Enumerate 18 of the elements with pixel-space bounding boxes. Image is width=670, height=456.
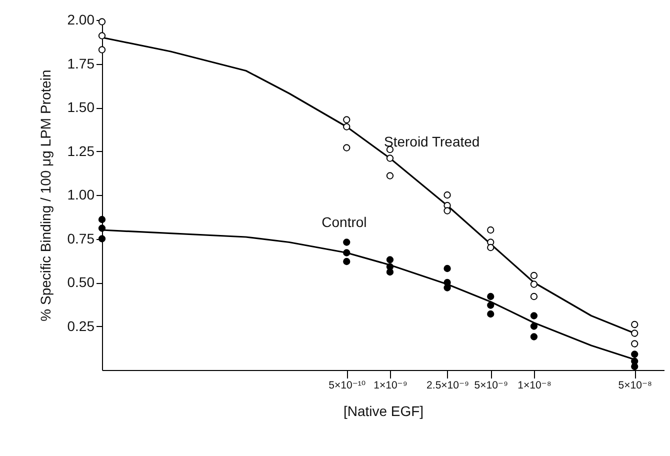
x-tick-label: 5×10⁻⁸ [618, 380, 652, 392]
y-axis-title: % Specific Binding / 100 μg LPM Protein [37, 70, 54, 322]
x-tick-label: 5×10⁻¹⁰ [328, 380, 366, 392]
series-label: Steroid Treated [384, 133, 480, 150]
series-label: Control [322, 214, 367, 230]
y-tick-label: 0.50 [67, 274, 95, 290]
x-tick-label: 2.5×10⁻⁹ [426, 380, 469, 392]
y-tick-label: 1.00 [67, 186, 95, 202]
y-tick-label: 1.25 [67, 142, 95, 159]
y-tick-label: 0.75 [67, 230, 95, 246]
y-tick-label: 2.00 [67, 12, 95, 28]
y-tick-label: 0.25 [67, 318, 95, 334]
x-tick-label: 1×10⁻⁹ [374, 380, 408, 392]
x-tick-label: 1×10⁻⁸ [518, 380, 552, 392]
x-tick-label: 5×10⁻⁹ [474, 380, 508, 392]
y-tick-label: 1.75 [67, 55, 95, 72]
y-tick-label: 1.50 [67, 99, 95, 115]
x-axis-title: [Native EGF] [343, 403, 424, 419]
